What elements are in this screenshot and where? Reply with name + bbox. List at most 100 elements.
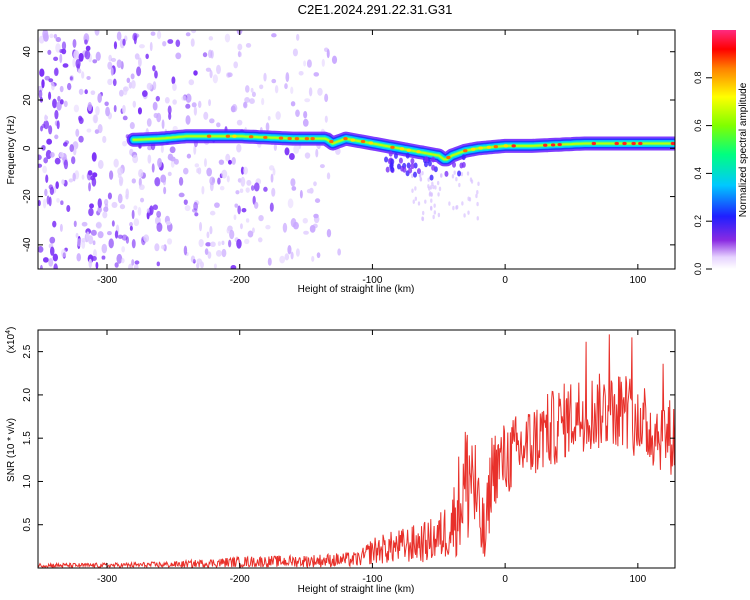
noise-speckle	[44, 75, 51, 81]
noise-speckle	[84, 50, 91, 60]
noise-speckle	[133, 218, 140, 227]
noise-speckle	[152, 65, 156, 72]
snr-plot-area	[38, 330, 675, 568]
noise-speckle	[111, 201, 118, 208]
noise-speckle	[228, 239, 232, 248]
noise-speckle	[57, 95, 61, 102]
y-tick-label: -40	[22, 237, 33, 252]
noise-speckle	[86, 128, 92, 133]
noise-speckle	[427, 177, 430, 182]
noise-speckle	[455, 177, 458, 182]
ridge-peak	[543, 143, 548, 147]
noise-speckle	[152, 204, 158, 211]
noise-speckle	[337, 248, 341, 256]
noise-speckle	[105, 106, 110, 117]
noise-speckle	[73, 220, 77, 228]
noise-speckle	[104, 203, 109, 209]
noise-speckle	[60, 248, 67, 258]
noise-speckle	[117, 234, 123, 239]
noise-speckle	[122, 86, 129, 92]
noise-speckle	[129, 222, 133, 227]
noise-speckle	[131, 209, 135, 220]
noise-speckle	[229, 229, 235, 240]
noise-speckle	[56, 197, 60, 203]
noise-speckle	[102, 211, 108, 219]
noise-speckle	[42, 198, 47, 209]
noise-speckle	[78, 135, 84, 143]
noise-speckle	[306, 59, 312, 68]
noise-speckle	[63, 159, 69, 170]
noise-speckle	[453, 170, 456, 175]
snr-y-axis-label: SNR (10 * v/v)	[6, 418, 17, 482]
noise-speckle	[90, 90, 96, 96]
noise-speckle	[193, 106, 198, 116]
noise-speckle	[132, 100, 137, 108]
ridge-spread	[385, 166, 390, 173]
noise-speckle	[163, 186, 167, 195]
noise-speckle	[319, 164, 325, 169]
noise-speckle	[42, 165, 48, 174]
y-tick-label: 0	[22, 145, 33, 151]
noise-speckle	[290, 86, 294, 95]
noise-speckle	[134, 260, 140, 265]
x-tick-label: 0	[502, 574, 508, 585]
noise-speckle	[75, 128, 80, 137]
noise-speckle	[304, 152, 311, 159]
noise-speckle	[249, 98, 255, 105]
x-tick-label: 0	[502, 275, 508, 286]
y-tick-label: 1.5	[22, 431, 33, 445]
spectrogram-y-axis-label: Frequency (Hz)	[6, 116, 17, 185]
ridge-spread	[388, 150, 393, 157]
ridge-spread	[424, 155, 429, 162]
noise-speckle	[245, 218, 250, 223]
noise-speckle	[306, 188, 312, 194]
noise-speckle	[131, 239, 136, 249]
snr-y-ticks: 0.5 1.0 1.5 2.0 2.5	[22, 344, 675, 532]
noise-speckle	[326, 228, 332, 238]
ridge-peak	[416, 150, 421, 154]
noise-speckle	[315, 148, 319, 158]
noise-speckle	[157, 157, 162, 168]
noise-speckle	[146, 208, 151, 214]
noise-speckle	[101, 255, 106, 260]
noise-speckle	[146, 118, 152, 127]
noise-speckle	[175, 52, 182, 60]
noise-speckle	[155, 95, 160, 102]
noise-speckle	[138, 168, 144, 178]
ridge-peak	[294, 137, 300, 141]
noise-speckle	[131, 80, 136, 89]
noise-speckle	[296, 33, 300, 41]
noise-speckle	[129, 122, 135, 130]
noise-speckle	[118, 176, 124, 185]
noise-speckle	[52, 98, 57, 109]
noise-speckle	[91, 177, 97, 187]
noise-speckle	[184, 204, 191, 212]
noise-speckle	[208, 99, 211, 107]
noise-speckle	[45, 174, 49, 184]
noise-speckle	[199, 221, 203, 232]
noise-speckle	[430, 192, 433, 197]
noise-speckle	[190, 255, 196, 263]
noise-speckle	[236, 119, 243, 126]
ridge-peak	[493, 145, 499, 149]
ridge-peak	[206, 134, 212, 138]
noise-speckle	[81, 221, 88, 227]
noise-speckle	[437, 212, 441, 218]
noise-speckle	[133, 263, 139, 269]
noise-speckle	[221, 240, 225, 246]
noise-speckle	[313, 215, 320, 224]
noise-speckle	[245, 187, 250, 193]
noise-speckle	[250, 87, 254, 93]
chart-title: C2E1.2024.291.22.31.G31	[297, 2, 453, 17]
ridge-peak	[470, 147, 476, 151]
noise-speckle	[298, 70, 304, 76]
noise-speckle	[72, 172, 76, 182]
ridge-spread	[406, 162, 411, 169]
noise-speckle	[293, 144, 300, 154]
noise-speckle	[72, 57, 76, 68]
noise-speckle	[44, 114, 48, 122]
noise-speckle	[185, 115, 191, 125]
noise-speckle	[162, 40, 167, 47]
noise-speckle	[69, 76, 73, 81]
